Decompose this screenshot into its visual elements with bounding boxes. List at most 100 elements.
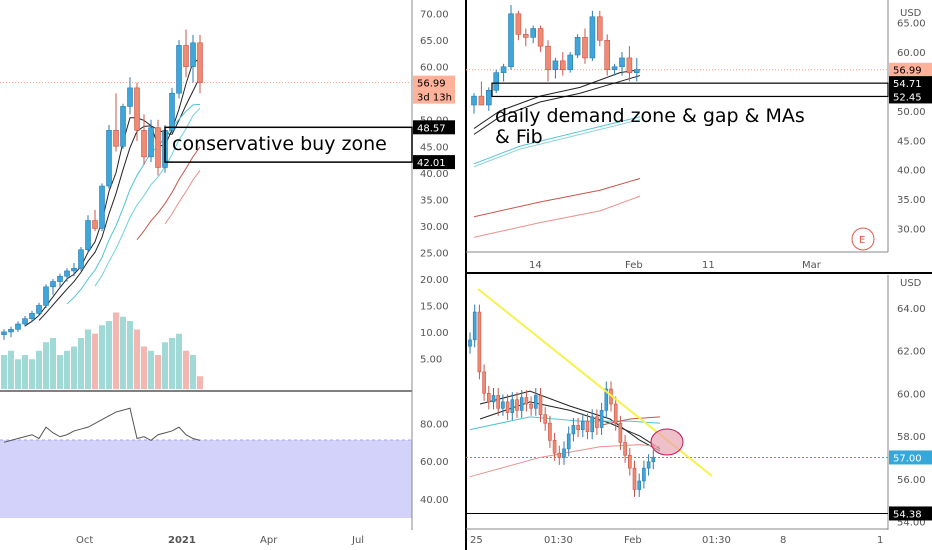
candle-body (537, 28, 544, 47)
candle-body (50, 281, 56, 288)
candle-body (557, 452, 562, 458)
y-tick-label: 15.00 (420, 301, 449, 312)
volume-bar (71, 346, 77, 389)
candle-body (529, 403, 533, 409)
candle-body (574, 37, 581, 56)
daily-candles (471, 5, 640, 114)
candle-body (134, 87, 140, 131)
volume-bar (57, 355, 63, 389)
candle-body (651, 457, 656, 463)
weekly-candles (1, 29, 203, 340)
ma-cyan-2 (473, 119, 641, 168)
x-tick-label: Feb (624, 535, 642, 546)
y-tick-label: 30.00 (420, 222, 449, 233)
volume-bar (1, 355, 7, 389)
annotation-daily-demand-zone-line1: daily demand zone & gap & MAs (495, 105, 805, 127)
candle-body (633, 69, 640, 73)
candle-body (99, 185, 105, 229)
candle-body (478, 95, 485, 106)
candle-body (576, 425, 580, 430)
volume-bar (78, 338, 84, 389)
y-tick-label: 40.00 (420, 169, 449, 180)
candle-body (585, 420, 590, 433)
candle-body (582, 37, 588, 59)
candle-body (106, 130, 112, 187)
level-badge-bg (889, 89, 932, 104)
tr-currency-label: USD (900, 8, 922, 19)
price-badge: 56.99 (893, 66, 922, 77)
candle-body (559, 60, 566, 70)
x-tick-label: Apr (260, 535, 278, 546)
rsi-line (3, 407, 201, 443)
candle-body (471, 95, 477, 106)
volume-bar (29, 359, 35, 389)
level-badge-bg (413, 155, 455, 170)
x-tick-label: 1 (877, 535, 883, 546)
candle-body (595, 416, 599, 428)
volume-bar (176, 333, 182, 389)
candle-body (78, 249, 84, 269)
earnings-marker[interactable]: E (851, 227, 875, 251)
ma-fast (24, 58, 201, 327)
candle-body (538, 395, 543, 415)
rsi-tick-label: 60.00 (420, 457, 449, 468)
volume-bar (36, 350, 42, 389)
volume-bar (113, 312, 119, 389)
candle-body (548, 422, 552, 441)
candle-body (22, 318, 28, 325)
candle-body (567, 54, 574, 70)
candle-body (127, 87, 133, 107)
price-badge: 57.00 (893, 453, 922, 464)
x-tick-label: Feb (625, 260, 643, 271)
ma-mid (473, 75, 641, 135)
countdown-badge-bg (413, 89, 455, 104)
y-tick-label: 65.00 (897, 19, 926, 30)
ma-cyan (66, 103, 201, 305)
y-tick-label: 60.00 (420, 63, 449, 74)
annotation-daily-demand-zone-line2: & Fib (495, 126, 543, 148)
candle-body (545, 45, 551, 70)
x-tick-label: 01:30 (544, 535, 573, 546)
candle-body (530, 28, 537, 38)
y-tick-label: 25.00 (420, 248, 449, 259)
candle-body (562, 448, 566, 458)
candle-body (510, 399, 515, 413)
x-tick-label: 2021 (168, 535, 196, 546)
volume-bar (50, 338, 56, 389)
ma-mid (38, 76, 201, 321)
candle-body (1, 331, 7, 335)
level-badge: 54.71 (893, 79, 922, 90)
candle-body (501, 401, 505, 409)
y-tick-label: 64.00 (897, 304, 926, 315)
y-tick-label: 35.00 (420, 195, 449, 206)
level-badge-bg (413, 120, 455, 135)
candle-body (477, 311, 482, 373)
candle-body (522, 34, 529, 38)
y-tick-label: 35.00 (897, 195, 926, 206)
daily-chart-panel[interactable]: daily demand zone & gap & MAs & Fib 65.0… (466, 0, 932, 271)
br-y-axis-ticks: 64.00 62.00 60.00 58.00 56.00 54.00 (897, 304, 926, 529)
weekly-chart-panel[interactable]: 70.0065.0060.0055.0050.0045.0040.0035.00… (0, 0, 455, 546)
level-badge: 48.57 (417, 123, 446, 134)
y-tick-label: 58.00 (897, 432, 926, 443)
candle-body (197, 42, 203, 83)
buy-zone-box (164, 126, 413, 163)
y-tick-label: 54.00 (897, 518, 926, 529)
ma-red-2 (473, 195, 641, 238)
ma-red-2 (164, 170, 201, 225)
volume-bar (169, 338, 175, 389)
y-tick-label: 60.00 (897, 389, 926, 400)
rsi-tick-label: 80.00 (420, 419, 449, 430)
x-tick-label: 11 (702, 260, 715, 271)
candle-body (486, 393, 491, 403)
volume-bar (127, 321, 133, 389)
intraday-chart-panel[interactable]: 64.00 62.00 60.00 58.00 56.00 54.00 25 01:30 Fe… (466, 275, 932, 546)
price-badge-bg (889, 450, 932, 465)
y-tick-label: 65.00 (420, 36, 449, 47)
countdown-badge: 3d 13h (417, 93, 452, 104)
candle-body (36, 305, 42, 314)
volume-bar (85, 329, 91, 389)
y-tick-label: 10.00 (420, 328, 449, 339)
candle-body (148, 127, 154, 158)
br-currency-label: USD (900, 278, 922, 289)
